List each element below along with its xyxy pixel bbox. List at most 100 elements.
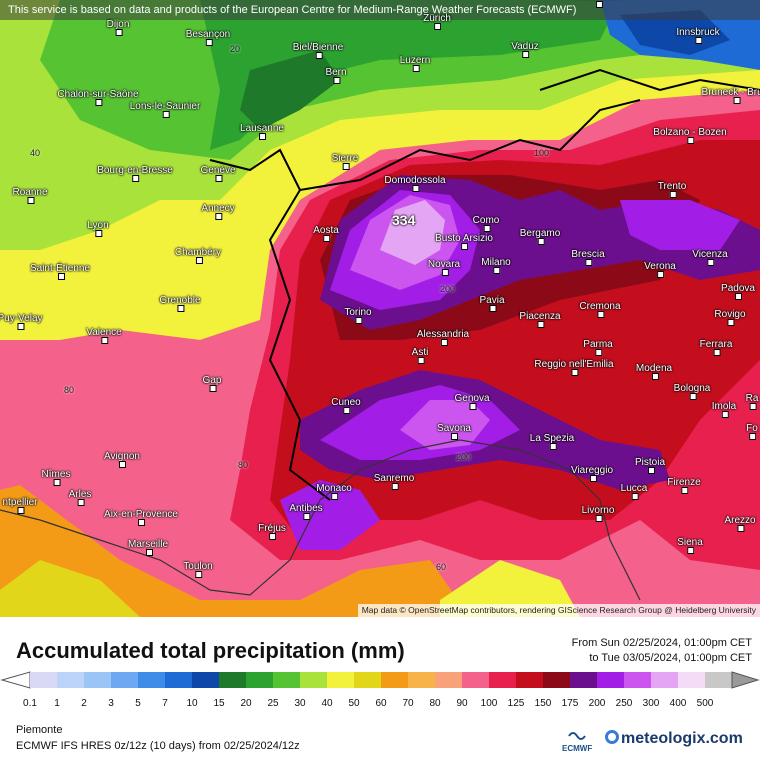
color-legend-labels: 0.1 1 2 3 5 7 10 15 20 25 30 40 50 60 70 80 90 100 125 150 1…: [0, 698, 760, 712]
legend-swatch: [165, 672, 193, 688]
city-label: Brescia: [571, 249, 605, 266]
zone-pink-sw: [0, 340, 60, 490]
zone-yellow-sw: [0, 560, 140, 617]
city-label: Fo: [746, 423, 758, 440]
map-canvas: [0, 0, 760, 617]
city-label: Genova: [454, 393, 490, 410]
legend-arrow-low: [0, 671, 31, 689]
city-label: Milano: [481, 257, 511, 274]
legend-swatch: [273, 672, 301, 688]
legend-label: 150: [534, 698, 552, 709]
period-from: From Sun 02/25/2024, 01:00pm CET: [571, 637, 752, 649]
city-label: Aosta: [313, 225, 339, 242]
legend-swatch: [327, 672, 355, 688]
city-label: Nîmes: [42, 469, 70, 486]
city-label: Busto Arsizio: [435, 233, 493, 250]
zone-lilac-liguria: [400, 400, 490, 450]
precipitation-map[interactable]: This service is based on data and produc…: [0, 0, 760, 617]
legend-swatch: [435, 672, 463, 688]
city-label: Bern: [325, 67, 347, 84]
legend-swatch: [462, 672, 490, 688]
period-info: From Sun 02/25/2024, 01:00pm CET to Tue …: [572, 636, 752, 666]
legend-swatch: [543, 672, 571, 688]
city-label: Sierre: [332, 153, 358, 170]
city-label: Lucca: [621, 483, 647, 500]
city-label: La Spezia: [530, 433, 574, 450]
legend-label: 400: [669, 698, 687, 709]
legend-label: 7: [162, 698, 168, 709]
city-label: Novara: [428, 259, 460, 276]
region-name: Piemonte: [16, 724, 63, 736]
contour-label: 60: [436, 562, 447, 572]
legend-label: 70: [402, 698, 414, 709]
city-label: Vaduz: [511, 41, 539, 58]
city-label: Verona: [644, 261, 676, 278]
zone-violet-east: [620, 200, 740, 250]
city-label: Parma: [583, 339, 613, 356]
legend-label: 30: [294, 698, 306, 709]
city-label: Reggio nell'Emilia: [534, 359, 614, 376]
border-swiss-italy: [299, 99, 641, 191]
legend-label: 80: [429, 698, 441, 709]
city-label: Bergamo: [520, 228, 560, 245]
border-austria: [539, 68, 760, 92]
city-label: Besançon: [186, 29, 230, 46]
legend-swatch: [30, 672, 58, 688]
city-label: Roanne: [12, 187, 48, 204]
contour-label: 200: [440, 284, 456, 294]
city-label: Lyon: [87, 220, 109, 237]
coastline-liguria: [319, 439, 641, 601]
city-label: Savona: [437, 423, 471, 440]
zone-purple-cote: [280, 480, 380, 550]
city-label: Alessandria: [417, 329, 469, 346]
city-label: Saint-Étienne: [30, 263, 90, 280]
city-label: Domodossola: [384, 175, 446, 192]
city-label: Avignon: [104, 451, 140, 468]
city-label: Chambéry: [175, 247, 221, 264]
zone-dark-green: [200, 0, 620, 150]
city-label: Chalon-sur-Saône: [57, 89, 139, 106]
zone-forest-green: [240, 50, 340, 130]
city-label: Ferrara: [700, 339, 732, 356]
contour-label: 200: [456, 452, 472, 462]
city-label: Livorno: [582, 505, 614, 522]
brand-name: meteologix.com: [621, 730, 743, 747]
brand-logo[interactable]: meteologix.com: [605, 730, 743, 748]
legend-swatch: [300, 672, 328, 688]
city-label: Innsbruck: [676, 27, 720, 44]
ecmwf-banner: This service is based on data and produc…: [0, 0, 760, 20]
contour-label: 20: [230, 44, 241, 54]
city-label: Bourg-en-Bresse: [97, 165, 173, 182]
legend-label: 10: [186, 698, 198, 709]
legend-swatch: [570, 672, 598, 688]
city-label: Bologna: [674, 383, 710, 400]
city-label: Pistoia: [635, 457, 665, 474]
contour-label: 80: [238, 460, 249, 470]
zone-yellow-se: [440, 560, 580, 617]
legend-label: 20: [240, 698, 252, 709]
city-label: Siena: [677, 537, 703, 554]
legend-swatch: [597, 672, 625, 688]
city-label: Imola: [712, 401, 736, 418]
city-label: Rovigo: [714, 309, 746, 326]
zone-lightlilac-alps: [380, 200, 445, 265]
legend-label: 60: [375, 698, 387, 709]
ecmwf-logo-icon: [568, 732, 586, 740]
legend-swatch: [192, 672, 220, 688]
city-label: Sanremo: [374, 473, 414, 490]
legend-label: 200: [588, 698, 606, 709]
city-label: Arles: [69, 489, 91, 506]
city-label: Luzern: [400, 55, 430, 72]
city-label: Piacenza: [519, 311, 561, 328]
city-label: Padova: [721, 283, 755, 300]
city-label: Cremona: [579, 301, 621, 318]
city-label: Grenoble: [159, 295, 201, 312]
city-label: Viareggio: [571, 465, 613, 482]
max-value-label: 334: [392, 212, 416, 228]
legend-swatch: [354, 672, 382, 688]
period-to: to Tue 03/05/2024, 01:00pm CET: [589, 652, 752, 664]
legend-swatch: [516, 672, 544, 688]
legend-arrow-high: [731, 671, 760, 689]
city-label: Modena: [636, 363, 672, 380]
legend-swatch: [219, 672, 247, 688]
